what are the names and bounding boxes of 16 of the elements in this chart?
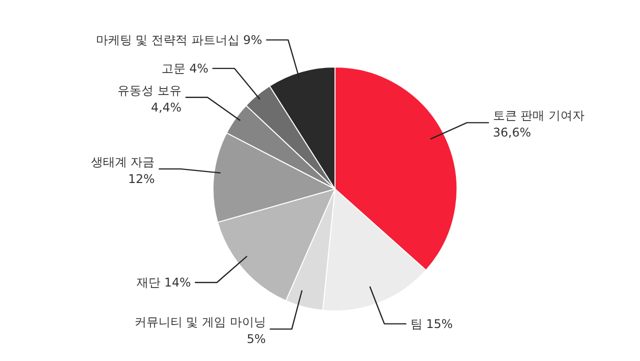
slice-label: 재단 [136,275,160,290]
slice-label: 커뮤니티 및 게임 마이닝 [134,315,266,330]
slice-label: 팀 [410,316,422,331]
data-label: 4% [189,61,208,76]
data-label: 5% [246,332,266,346]
slice-label: 마케팅 및 전략적 파트너십 [96,32,240,47]
slice-label: 유동성 보유 [118,83,182,98]
data-label: 36,6% [492,126,532,140]
data-label: 12% [128,172,155,186]
data-label: 4,4% [151,100,182,114]
data-label: 15% [426,316,453,331]
slice-label: 토큰 판매 기여자 [492,108,585,123]
data-label: 9% [243,32,262,47]
slice-label: 생태계 자금 [90,154,155,169]
data-label: 14% [164,275,191,290]
slice-label: 고문 [162,61,186,76]
